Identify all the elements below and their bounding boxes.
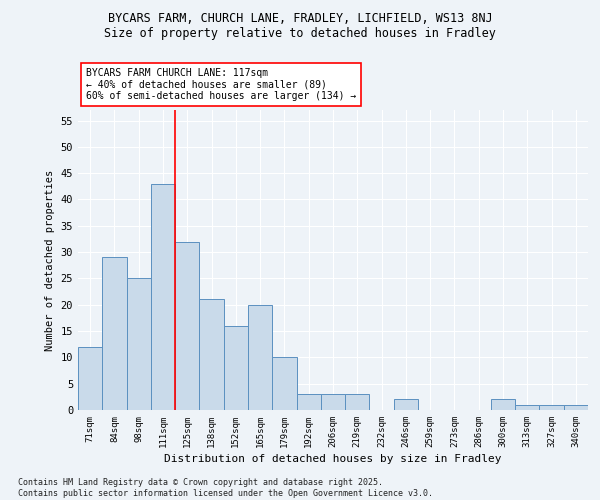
Bar (539, 404, 564, 410)
Bar (515, 404, 539, 410)
Text: Size of property relative to detached houses in Fradley: Size of property relative to detached ho… (104, 28, 496, 40)
Bar (272, 358, 296, 410)
Y-axis label: Number of detached properties: Number of detached properties (45, 170, 55, 350)
Bar (248, 304, 272, 410)
Bar (78, 347, 102, 410)
Bar (345, 394, 370, 410)
Bar (394, 400, 418, 410)
Bar (564, 404, 588, 410)
Bar (175, 242, 199, 410)
Bar (491, 400, 515, 410)
Bar (127, 278, 151, 410)
Bar (296, 394, 321, 410)
Bar (321, 394, 345, 410)
Text: BYCARS FARM CHURCH LANE: 117sqm
← 40% of detached houses are smaller (89)
60% of: BYCARS FARM CHURCH LANE: 117sqm ← 40% of… (86, 68, 356, 101)
Bar (199, 300, 224, 410)
Text: BYCARS FARM, CHURCH LANE, FRADLEY, LICHFIELD, WS13 8NJ: BYCARS FARM, CHURCH LANE, FRADLEY, LICHF… (107, 12, 493, 26)
Bar (151, 184, 175, 410)
X-axis label: Distribution of detached houses by size in Fradley: Distribution of detached houses by size … (164, 454, 502, 464)
Bar (102, 258, 127, 410)
Text: Contains HM Land Registry data © Crown copyright and database right 2025.
Contai: Contains HM Land Registry data © Crown c… (18, 478, 433, 498)
Bar (224, 326, 248, 410)
